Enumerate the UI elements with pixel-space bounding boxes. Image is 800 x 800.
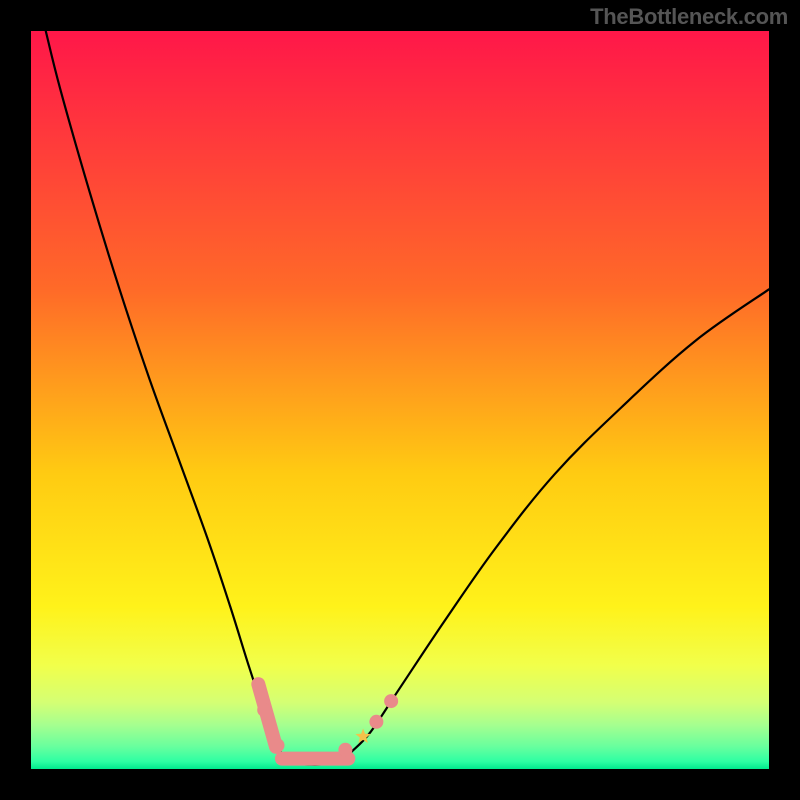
marker-dot [384, 694, 398, 708]
bottleneck-curve-right [352, 289, 769, 751]
marker-dot [338, 743, 352, 757]
curve-group [46, 31, 769, 765]
marker-dots [257, 694, 398, 757]
marker-dot [369, 715, 383, 729]
watermark-text: TheBottleneck.com [590, 4, 788, 30]
chart-frame: TheBottleneck.com [0, 0, 800, 800]
marker-dot [270, 738, 284, 752]
bottleneck-curve-left [46, 31, 282, 754]
chart-overlay [0, 0, 800, 800]
marker-dot [257, 703, 271, 717]
marker-group [257, 684, 398, 759]
